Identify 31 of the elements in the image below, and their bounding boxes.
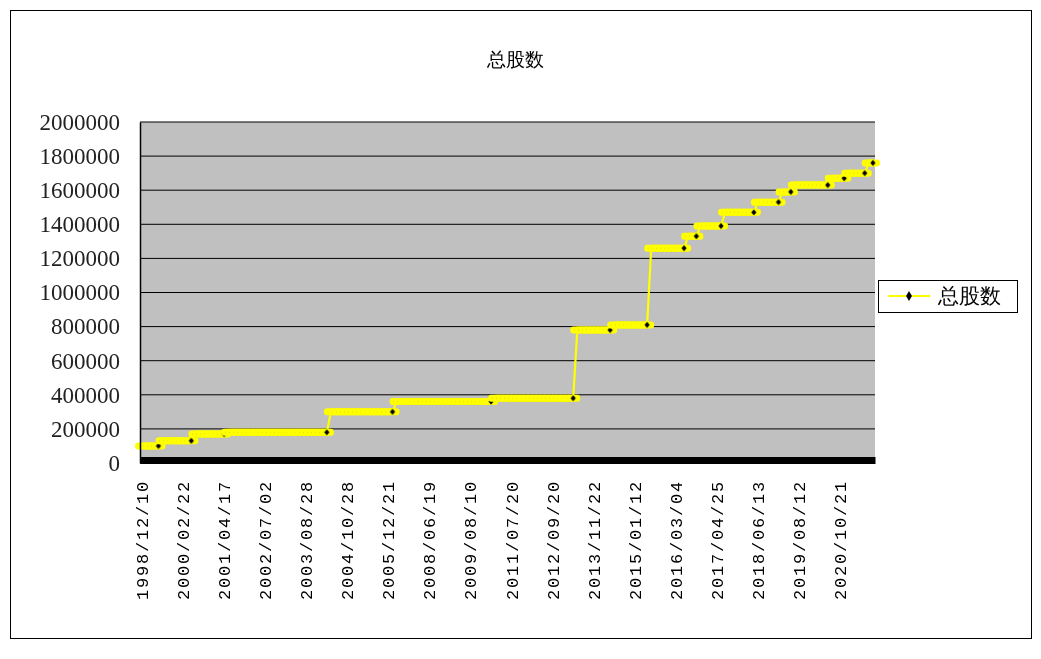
- x-tick-label: 2008/06/19: [421, 480, 441, 601]
- x-tick-label: 2005/12/21: [380, 480, 400, 601]
- x-tick-label: 2000/02/22: [175, 480, 195, 601]
- x-tick-label: 2018/06/13: [749, 480, 769, 601]
- x-tick-label: 2002/07/02: [257, 480, 277, 601]
- y-tick-label: 800000: [51, 314, 120, 340]
- x-tick-label: 2016/03/04: [667, 480, 687, 601]
- y-tick-label: 200000: [51, 416, 120, 442]
- x-tick-label: 2011/07/20: [503, 480, 523, 601]
- x-tick-label: 2013/11/22: [585, 480, 605, 601]
- legend-label: 总股数: [937, 284, 1001, 309]
- x-tick-label: 2020/10/21: [832, 480, 852, 601]
- x-tick-label: 2001/04/17: [216, 480, 236, 601]
- y-tick-label: 600000: [51, 348, 120, 374]
- x-tick-label: 2019/08/12: [790, 480, 810, 601]
- x-tick-label: 2004/10/28: [339, 480, 359, 601]
- y-tick-label: 1800000: [39, 143, 120, 169]
- x-tick-label: 2017/04/25: [708, 480, 728, 601]
- y-tick-label: 2000000: [39, 109, 120, 135]
- y-tick-label: 1600000: [39, 178, 120, 204]
- y-tick-label: 0: [108, 450, 120, 476]
- y-tick-label: 1000000: [39, 280, 120, 306]
- x-tick-label: 2003/08/28: [298, 480, 318, 601]
- x-tick-label: 2015/01/12: [626, 480, 646, 601]
- x-tick-label: 2012/09/20: [544, 480, 564, 601]
- y-tick-label: 400000: [51, 382, 120, 408]
- x-tick-label: 2009/08/10: [462, 480, 482, 601]
- y-tick-label: 1400000: [39, 212, 120, 238]
- chart-title: 总股数: [485, 48, 544, 70]
- y-tick-label: 1200000: [39, 246, 120, 272]
- x-tick-label: 1998/12/10: [134, 480, 153, 601]
